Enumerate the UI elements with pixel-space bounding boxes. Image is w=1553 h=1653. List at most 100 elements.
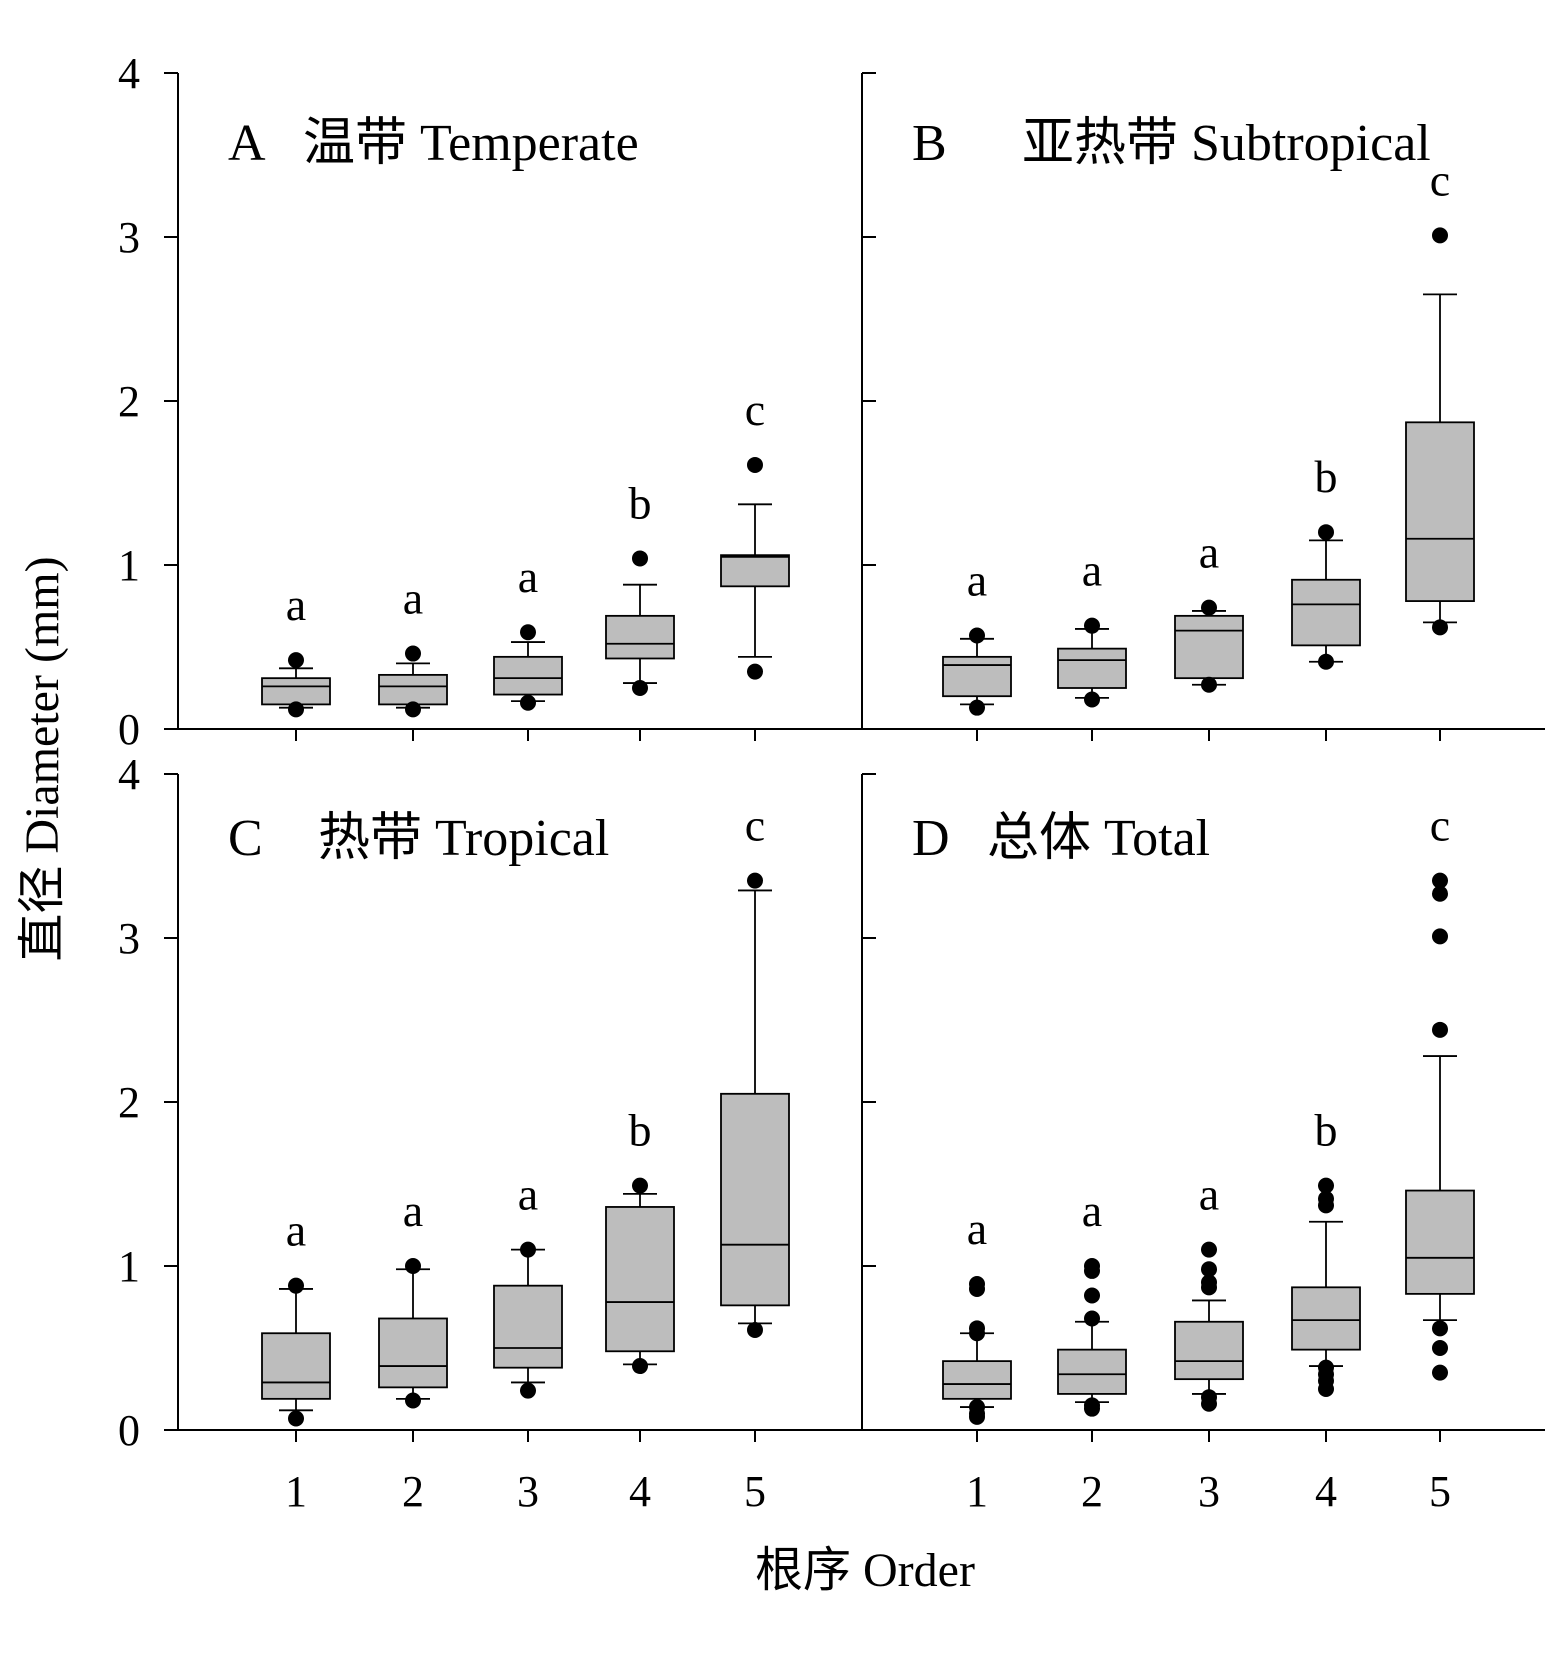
- outlier-point: [405, 1258, 421, 1274]
- outlier-point: [969, 627, 985, 644]
- outlier-point: [1318, 653, 1334, 670]
- significance-letter: a: [1199, 1169, 1219, 1220]
- box-3: a: [493, 551, 563, 711]
- box-2: a: [378, 573, 448, 718]
- box-4: b: [1291, 451, 1361, 670]
- y-tick-label: 0: [118, 1406, 140, 1455]
- x-tick-label: 2: [1081, 1467, 1103, 1516]
- iqr-box: [378, 1317, 448, 1389]
- significance-letter: a: [1082, 545, 1102, 596]
- x-tick-label: 5: [1429, 1467, 1451, 1516]
- outlier-point: [1084, 1262, 1100, 1279]
- significance-letter: a: [1082, 1185, 1102, 1236]
- box-2: a: [378, 1185, 448, 1409]
- outlier-point: [632, 680, 648, 696]
- significance-letter: a: [967, 1203, 987, 1254]
- outlier-point: [520, 694, 536, 711]
- outlier-point: [1432, 227, 1448, 244]
- panel-title: 亚热带 Subtropical: [1022, 115, 1431, 172]
- outlier-point: [1084, 1310, 1100, 1327]
- panel-letter: C: [228, 810, 263, 867]
- panel-b: B 亚热带 Subtropical a a a b c: [861, 72, 1545, 741]
- panel-letter: A: [228, 115, 266, 172]
- box-3: a: [1174, 1169, 1244, 1412]
- significance-letter: a: [518, 551, 538, 602]
- outlier-point: [632, 550, 648, 567]
- panel-title: 热带 Tropical: [318, 810, 609, 867]
- iqr-box: [378, 673, 448, 706]
- box-1: a: [942, 1203, 1012, 1425]
- outlier-point: [288, 701, 304, 718]
- outlier-point: [405, 701, 421, 718]
- iqr-box: [1291, 1286, 1361, 1351]
- x-tick-label: 4: [1315, 1467, 1337, 1516]
- y-tick-label: 2: [118, 1078, 140, 1127]
- outlier-point: [969, 699, 985, 716]
- box-5: c: [720, 384, 790, 680]
- outlier-point: [1318, 1381, 1334, 1397]
- significance-letter: b: [629, 1105, 652, 1156]
- outlier-point: [1432, 1340, 1448, 1356]
- outlier-point: [1201, 599, 1217, 616]
- iqr-box: [720, 1092, 790, 1307]
- outlier-point: [747, 456, 763, 473]
- outlier-point: [969, 1280, 985, 1297]
- iqr-box: [1291, 578, 1361, 647]
- iqr-box: [605, 614, 675, 660]
- significance-letter: c: [1430, 800, 1450, 851]
- iqr-box: [493, 655, 563, 696]
- iqr-box: [1405, 1189, 1475, 1295]
- significance-letter: c: [745, 800, 765, 851]
- outlier-point: [520, 1241, 536, 1258]
- outlier-point: [520, 624, 536, 641]
- outlier-point: [1084, 617, 1100, 634]
- outlier-point: [1201, 1241, 1217, 1258]
- iqr-box: [1057, 647, 1127, 689]
- y-tick-label: 0: [118, 705, 140, 754]
- outlier-point: [632, 1177, 648, 1194]
- outlier-point: [1201, 1279, 1217, 1296]
- outlier-point: [1432, 928, 1448, 945]
- outlier-point: [288, 1277, 304, 1294]
- box-5: c: [1405, 154, 1475, 636]
- outlier-point: [288, 652, 304, 669]
- significance-letter: b: [629, 477, 652, 528]
- outlier-point: [747, 872, 763, 889]
- outlier-point: [1432, 885, 1448, 902]
- box-3: a: [1174, 527, 1244, 693]
- outlier-point: [747, 663, 763, 680]
- box-4: b: [605, 1105, 675, 1375]
- box-5: c: [1405, 800, 1475, 1381]
- panel-d: 1 2 3 4 5 D 总体 Total a a a b c: [861, 773, 1545, 1516]
- outlier-point: [632, 1358, 648, 1375]
- box-1: a: [261, 1205, 331, 1427]
- significance-letter: a: [403, 1185, 423, 1236]
- outlier-point: [405, 645, 421, 662]
- y-tick-label: 3: [118, 213, 140, 262]
- iqr-box: [942, 655, 1012, 698]
- y-tick-label: 4: [118, 49, 140, 98]
- panel-a: 0 1 2 3 4 A 温带 Temperate a a a b c: [118, 49, 862, 754]
- significance-letter: a: [286, 1205, 306, 1256]
- box-2: a: [1057, 545, 1127, 708]
- box-2: a: [1057, 1185, 1127, 1417]
- box-5: c: [720, 800, 790, 1338]
- outlier-point: [405, 1392, 421, 1409]
- outlier-point: [1201, 676, 1217, 693]
- outlier-point: [1432, 1320, 1448, 1337]
- box-3: a: [493, 1169, 563, 1399]
- panels-layer: 0 1 2 3 4 A 温带 Temperate a a a b c B 亚热带 Subtropical a…: [118, 49, 1545, 1516]
- significance-letter: b: [1315, 1105, 1338, 1156]
- outlier-point: [1201, 1395, 1217, 1412]
- significance-letter: a: [1199, 527, 1219, 578]
- panel-letter: B: [912, 115, 947, 172]
- panel-letter: D: [912, 810, 950, 867]
- y-tick-label: 4: [118, 750, 140, 799]
- iqr-box: [1174, 1320, 1244, 1381]
- significance-letter: a: [403, 573, 423, 624]
- significance-letter: c: [1430, 154, 1450, 205]
- significance-letter: c: [745, 384, 765, 435]
- outlier-point: [288, 1410, 304, 1427]
- outlier-point: [1432, 619, 1448, 636]
